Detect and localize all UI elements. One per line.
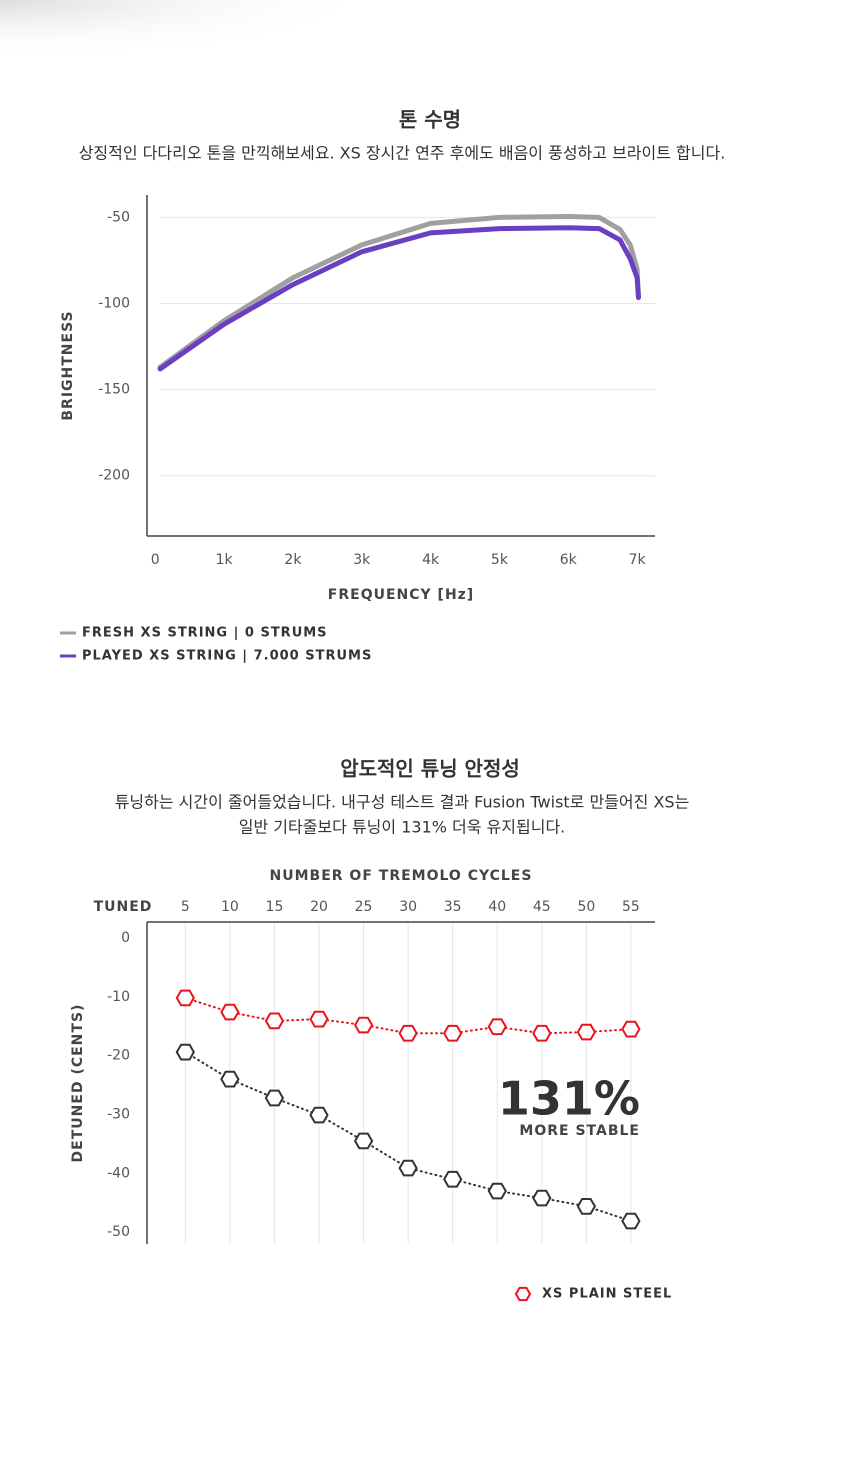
x-tick-label: 3k: [353, 552, 371, 568]
point: [264, 1089, 285, 1107]
legend-marker: [514, 1286, 532, 1302]
x-tick-label: 50: [577, 899, 595, 915]
x-tick-label: 2k: [284, 552, 302, 568]
x-tick-label: 30: [399, 899, 417, 915]
x-tick-label: 0: [151, 552, 160, 568]
point: [487, 1182, 507, 1200]
x-tick-label: 20: [310, 899, 328, 915]
y-tick-label: -40: [107, 1165, 130, 1181]
series-line: [157, 214, 641, 370]
x-tick-label: 10: [221, 899, 239, 915]
x-tick-label: 35: [444, 899, 462, 915]
x-tick-label: 6k: [560, 552, 578, 568]
series-line: [157, 225, 641, 372]
subtitle: 일반 기타줄보다 튜닝이 131% 더욱 유지됩니다.: [239, 818, 566, 837]
x-tick-label: 4k: [422, 552, 440, 568]
point: [443, 1170, 463, 1188]
y-tick-label: -150: [98, 382, 130, 398]
x-tick-label: 5k: [491, 552, 509, 568]
x-tick-label: 5: [181, 899, 190, 915]
point: [398, 1024, 418, 1042]
subtitle: 튜닝하는 시간이 줄어들었습니다. 내구성 테스트 결과 Fusion Twis…: [115, 793, 690, 812]
point: [576, 1198, 597, 1215]
point: [220, 1003, 240, 1021]
y-tick-label: -200: [98, 468, 130, 484]
x-axis-title: NUMBER OF TREMOLO CYCLES: [270, 868, 533, 884]
point: [309, 1106, 329, 1124]
y-tick-label: -100: [98, 296, 130, 312]
legend-label: FRESH XS STRING | 0 STRUMS: [82, 626, 328, 641]
x-axis-title: FREQUENCY [Hz]: [328, 587, 474, 603]
point: [353, 1016, 374, 1034]
point: [532, 1189, 552, 1207]
point: [443, 1024, 463, 1042]
x-tick-label: 1k: [216, 552, 234, 568]
y-axis-title: DETUNED (CENTS): [70, 1004, 86, 1163]
y-tick-label: -50: [107, 1224, 130, 1240]
x-tick-label: 15: [266, 899, 284, 915]
point: [576, 1023, 597, 1041]
point: [532, 1024, 552, 1042]
legend-label: PLAYED XS STRING | 7.000 STRUMS: [82, 649, 372, 664]
point: [175, 1043, 195, 1061]
legend-label: XS PLAIN STEEL: [542, 1287, 672, 1302]
point: [220, 1070, 240, 1088]
point: [621, 1212, 641, 1230]
annotation: 131%: [498, 1072, 640, 1126]
point: [175, 989, 195, 1007]
y-tick-label: 0: [121, 930, 130, 946]
x-tick-label: 45: [533, 899, 551, 915]
point: [264, 1012, 285, 1030]
point: [487, 1018, 507, 1036]
point: [309, 1010, 329, 1028]
x-tick-label: 40: [488, 899, 506, 915]
subtitle: 상징적인 다다리오 톤을 만끽해보세요. XS 장시간 연주 후에도 배음이 풍…: [79, 144, 726, 163]
corner-shade: [0, 0, 380, 60]
corner-label: TUNED: [94, 899, 153, 915]
point: [621, 1020, 641, 1038]
series-line: [184, 996, 632, 1035]
x-tick-label: 7k: [629, 552, 647, 568]
point: [353, 1132, 374, 1150]
chart-title: 압도적인 튜닝 안정성: [340, 757, 520, 781]
x-tick-label: 25: [355, 899, 373, 915]
y-tick-label: -30: [107, 1106, 130, 1122]
y-tick-label: -10: [107, 989, 130, 1005]
chart-title: 톤 수명: [399, 108, 461, 132]
y-axis-title: BRIGHTNESS: [60, 310, 76, 420]
annotation-sub: MORE STABLE: [519, 1123, 640, 1139]
y-tick-label: -20: [107, 1048, 130, 1064]
point: [398, 1159, 418, 1177]
y-tick-label: -50: [107, 209, 130, 225]
x-tick-label: 55: [622, 899, 640, 915]
